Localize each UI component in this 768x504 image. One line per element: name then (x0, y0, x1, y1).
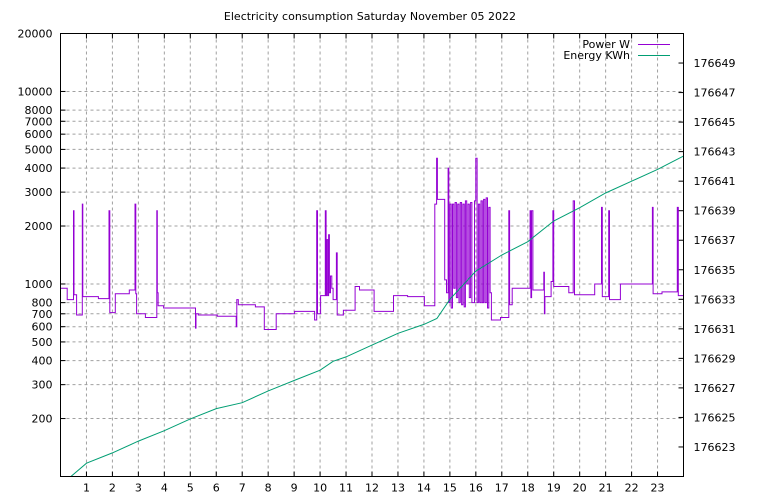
y2-tick-label: 176649 (694, 57, 736, 70)
x-tick-label: 12 (365, 482, 379, 495)
series-group (60, 155, 684, 477)
y-tick-label: 500 (32, 336, 53, 349)
x-tick-label: 10 (313, 482, 327, 495)
y-tick-label: 6000 (25, 128, 53, 141)
series-line-power (60, 157, 684, 330)
x-tick-label: 3 (135, 482, 142, 495)
y-tick-label: 4000 (25, 162, 53, 175)
x-tick-label: 4 (161, 482, 168, 495)
chart-title: Electricity consumption Saturday Novembe… (224, 10, 516, 23)
y2-tick-label: 176627 (694, 382, 736, 395)
legend: Power W Energy KWh (563, 38, 670, 62)
y-tick-label: 600 (32, 321, 53, 334)
y-tick-label: 20000 (18, 28, 53, 41)
x-tick-label: 21 (599, 482, 613, 495)
y2-tick-label: 176633 (694, 293, 736, 306)
y-tick-label: 5000 (25, 143, 53, 156)
x-tick-label: 23 (651, 482, 665, 495)
y-tick-label: 1000 (25, 278, 53, 291)
plot-border (60, 33, 684, 477)
y2-tick-label: 176637 (694, 234, 736, 247)
y2-tick-label: 176631 (694, 323, 736, 336)
x-tick-label: 20 (573, 482, 587, 495)
x-tick-label: 17 (495, 482, 509, 495)
x-tick-label: 14 (417, 482, 431, 495)
legend-label-energy: Energy KWh (563, 49, 630, 62)
x-tick-label: 9 (291, 482, 298, 495)
y-tick-label: 7000 (25, 115, 53, 128)
x-tick-label: 1 (83, 482, 90, 495)
x-tick-label: 5 (187, 482, 194, 495)
y2-tick-label: 176623 (694, 441, 736, 454)
grid (60, 33, 684, 477)
y-tick-label: 800 (32, 297, 53, 310)
y-tick-label: 10000 (18, 85, 53, 98)
y-tick-label: 700 (32, 308, 53, 321)
y-tick-label: 8000 (25, 104, 53, 117)
x-tick-label: 6 (213, 482, 220, 495)
y2-tick-label: 176647 (694, 87, 736, 100)
y2-tick-label: 176625 (694, 411, 736, 424)
series-line-energy (70, 155, 684, 477)
axis-ticks: 1 2 3 4 5 6 7 8 9 10 11 12 13 14 15 16 17 18 19 20 21 22 23200… (18, 28, 736, 495)
x-tick-label: 8 (265, 482, 272, 495)
x-tick-label: 2 (109, 482, 116, 495)
x-tick-label: 13 (391, 482, 405, 495)
y-tick-label: 400 (32, 355, 53, 368)
x-tick-label: 15 (443, 482, 457, 495)
y2-tick-label: 176641 (694, 175, 736, 188)
y-tick-label: 3000 (25, 186, 53, 199)
y-tick-label: 2000 (25, 220, 53, 233)
x-tick-label: 22 (625, 482, 639, 495)
x-tick-label: 11 (339, 482, 353, 495)
y-tick-label: 200 (32, 413, 53, 426)
y2-tick-label: 176645 (694, 116, 736, 129)
y-tick-label: 300 (32, 379, 53, 392)
x-tick-label: 19 (547, 482, 561, 495)
legend-label-power: Power W (582, 38, 630, 51)
x-tick-label: 7 (239, 482, 246, 495)
y2-tick-label: 176635 (694, 264, 736, 277)
y2-tick-label: 176629 (694, 352, 736, 365)
y2-tick-label: 176643 (694, 146, 736, 159)
x-tick-label: 18 (521, 482, 535, 495)
y2-tick-label: 176639 (694, 205, 736, 218)
x-tick-label: 16 (469, 482, 483, 495)
